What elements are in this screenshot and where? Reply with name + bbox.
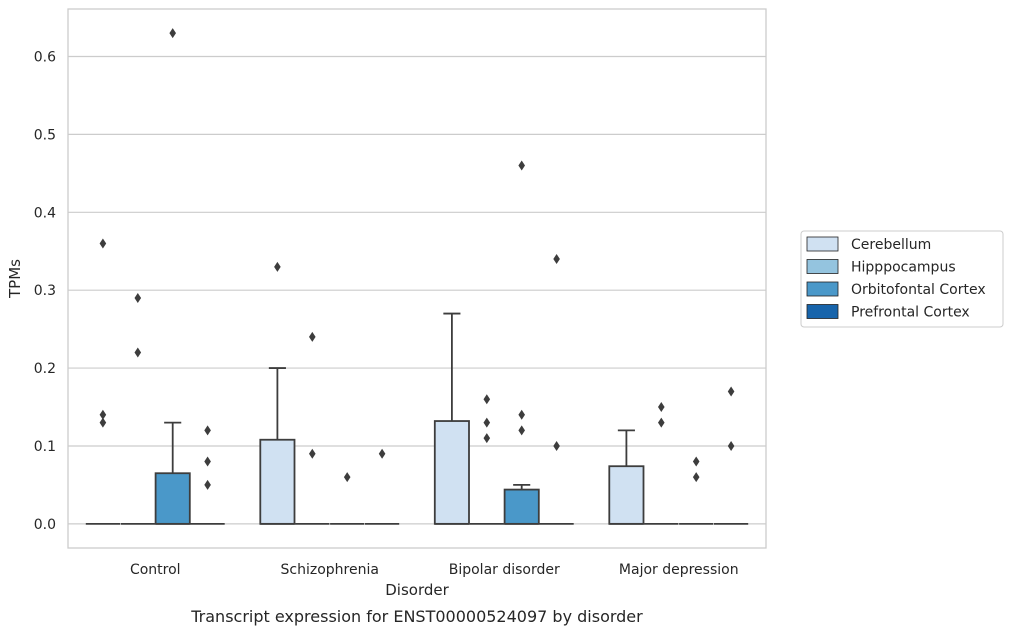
box-orbitofontal-cortex	[679, 456, 714, 525]
box-body	[154, 472, 191, 525]
box-cerebellum	[433, 312, 470, 525]
outlier-point	[134, 292, 142, 303]
x-tick-label: Schizophrenia	[281, 562, 379, 578]
x-tick-label: Control	[130, 562, 181, 578]
box-orbitofontal-cortex	[154, 28, 191, 525]
outlier-point	[309, 448, 316, 459]
box-hipppocampus	[469, 394, 504, 525]
outlier-point	[518, 409, 525, 420]
box-prefrontal-cortex	[713, 386, 749, 525]
outlier-point	[658, 402, 665, 413]
box-orbitofontal-cortex	[330, 472, 365, 525]
outlier-point	[309, 331, 316, 342]
y-tick-label: 0.0	[34, 517, 56, 533]
outlier-point	[99, 417, 107, 428]
box-prefrontal-cortex	[539, 254, 574, 525]
outlier-point	[692, 472, 700, 483]
legend-label: Prefrontal Cortex	[851, 305, 970, 321]
outlier-point	[692, 456, 700, 467]
legend-label: Cerebellum	[851, 237, 931, 253]
outlier-point	[483, 433, 491, 444]
box-prefrontal-cortex	[364, 448, 400, 525]
legend-swatch	[806, 259, 839, 274]
box-hipppocampus	[120, 292, 155, 525]
box-hipppocampus	[644, 402, 679, 525]
legend-label: Orbitofontal Cortex	[851, 282, 986, 298]
outlier-point	[99, 238, 107, 249]
outlier-point	[343, 472, 351, 483]
box-body	[259, 438, 296, 525]
outlier-point	[204, 425, 211, 436]
outlier-point	[518, 425, 525, 436]
legend-swatch	[806, 304, 839, 319]
outlier-point	[99, 409, 107, 420]
outlier-point	[727, 386, 735, 397]
x-tick-label: Bipolar disorder	[449, 562, 560, 578]
y-tick-label: 0.4	[34, 205, 56, 221]
y-tick-label: 0.2	[34, 361, 56, 377]
box-body	[608, 465, 645, 525]
legend-label: Hipppocampus	[851, 260, 956, 276]
box-prefrontal-cortex	[190, 425, 225, 525]
box-body	[503, 488, 540, 525]
y-axis-label: TPMs	[6, 259, 24, 299]
outlier-point	[204, 479, 211, 490]
outlier-point	[134, 347, 142, 358]
y-tick-label: 0.3	[34, 283, 56, 299]
outlier-point	[274, 261, 281, 272]
outlier-point	[518, 160, 525, 171]
outlier-point	[483, 394, 491, 405]
legend: Cerebellum Hipppocampus Orbitofontal Corte…	[800, 230, 1004, 328]
x-tick-label: Major depression	[619, 562, 739, 578]
plot-frame	[67, 8, 767, 549]
legend-swatch	[806, 281, 839, 297]
y-tick-label: 0.6	[34, 50, 56, 66]
box-hipppocampus	[295, 331, 330, 525]
chart-caption: Transcript expression for ENST0000052409…	[190, 607, 643, 626]
legend-swatch	[806, 236, 839, 252]
x-axis-ticks: Control Schizophrenia Bipolar disorder Majo…	[130, 562, 739, 578]
outlier-point	[727, 440, 735, 451]
box-cerebellum	[259, 261, 296, 525]
outlier-point	[658, 417, 665, 428]
grid-lines	[68, 55, 766, 525]
box-cerebellum	[608, 429, 645, 525]
outlier-point	[169, 28, 176, 39]
outlier-point	[553, 254, 560, 265]
outlier-point	[553, 440, 560, 451]
box-cerebellum	[85, 238, 121, 525]
x-axis-label: Disorder	[385, 581, 449, 599]
outlier-point	[378, 448, 386, 459]
plot-marks	[85, 28, 749, 525]
box-orbitofontal-cortex	[503, 160, 540, 525]
outlier-point	[204, 456, 211, 467]
y-tick-label: 0.1	[34, 439, 56, 455]
y-tick-label: 0.5	[34, 127, 56, 143]
outlier-point	[483, 417, 491, 428]
box-body	[433, 420, 470, 525]
y-axis-ticks: 0.0 0.1 0.2 0.3 0.4 0.5 0.6	[34, 50, 56, 533]
legend-frame	[800, 230, 1004, 328]
